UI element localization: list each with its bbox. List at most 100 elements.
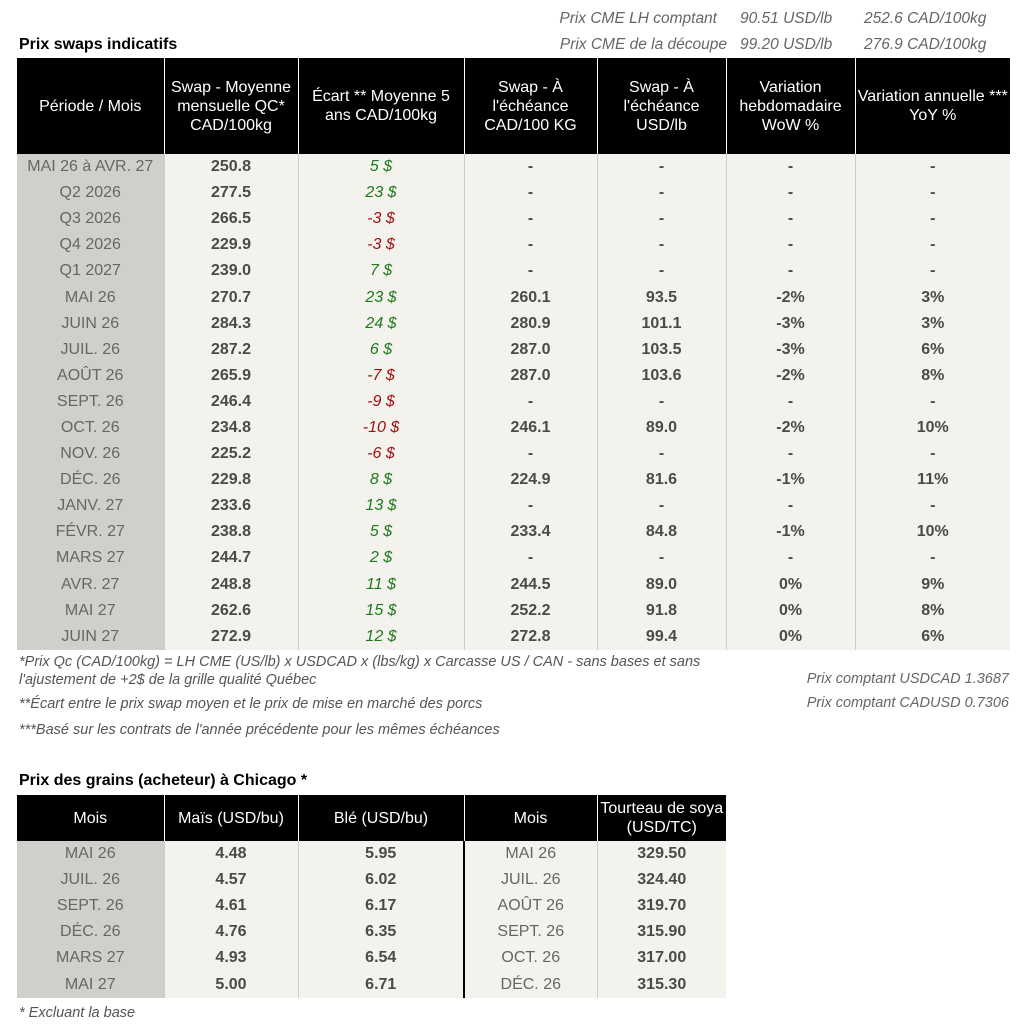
grain-mois2-cell: JUIL. 26 [463, 867, 597, 894]
grain-col-soya: Tourteau de soya (USD/TC) [596, 795, 726, 841]
swap-qc-cell: 239.0 [163, 258, 298, 285]
swap-qc-cell: 265.9 [163, 362, 298, 389]
swap-cad-cell: - [463, 493, 597, 520]
table-row: JUIL. 26 287.2 6 $287.0 103.5 -3% 6% [17, 336, 1010, 363]
wow-cell: 0% [725, 597, 855, 624]
ecart-cell: 13 $ [297, 493, 464, 520]
swap-usd-cell: 84.8 [596, 519, 726, 546]
ecart-cell: 8 $ [297, 467, 464, 494]
grain-mois2-cell: OCT. 26 [463, 945, 597, 972]
swap-cad-cell: 280.9 [463, 310, 597, 337]
swap-usd-cell: - [596, 545, 726, 572]
grain-mais-cell: 4.57 [163, 867, 298, 894]
wow-cell: - [725, 154, 855, 181]
period-cell: JUIN 26 [17, 310, 164, 337]
swap-usd-cell: - [596, 441, 726, 468]
grains-footnote: * Excluant la base [19, 1005, 136, 1021]
period-cell: JANV. 27 [17, 493, 164, 520]
note-qc-price: *Prix Qc (CAD/100kg) = LH CME (US/lb) x … [19, 654, 701, 688]
swap-usd-cell: 89.0 [596, 414, 726, 442]
yoy-cell: - [854, 180, 1010, 207]
wow-cell: - [725, 258, 855, 285]
grain-soya-cell: 324.40 [596, 867, 726, 894]
swap-cad-cell: - [463, 232, 597, 259]
ecart-cell: -3 $ [297, 232, 464, 259]
wow-cell: - [725, 441, 855, 468]
swap-usd-cell: 103.5 [596, 336, 726, 363]
period-cell: NOV. 26 [17, 441, 164, 468]
wow-cell: -1% [725, 519, 855, 546]
grain-ble-cell: 6.71 [297, 971, 464, 998]
ecart-cell: 7 $ [297, 258, 464, 285]
cadusd-rate: Prix comptant CADUSD 0.7306 [806, 695, 1009, 711]
grain-mais-cell: 4.93 [163, 945, 298, 972]
period-cell: Q2 2026 [17, 180, 164, 207]
table-row: MAI 26 4.48 5.95 MAI 26 329.50 [17, 841, 726, 868]
cme-lh-cad: 252.6 CAD/100kg [864, 10, 987, 27]
table-row: MAI 27 5.00 6.71 DÉC. 26 315.30 [17, 971, 726, 998]
table-row: JUIN 27 272.9 12 $272.8 99.4 0% 6% [17, 623, 1010, 650]
period-cell: MAI 26 [17, 284, 164, 311]
swap-qc-cell: 229.9 [163, 232, 298, 259]
table-row: MAI 26 à AVR. 27 250.8 5 $ - - - - [17, 154, 1010, 181]
ecart-cell: -6 $ [297, 441, 464, 468]
period-cell: MAI 27 [17, 597, 164, 624]
wow-cell: - [725, 180, 855, 207]
table-row: DÉC. 26 4.76 6.35 SEPT. 26 315.90 [17, 919, 726, 946]
wow-cell: 0% [725, 571, 855, 598]
ecart-cell: 6 $ [297, 336, 464, 363]
usdcad-rate: Prix comptant USDCAD 1.3687 [806, 671, 1009, 687]
table-row: MARS 27 4.93 6.54 OCT. 26 317.00 [17, 945, 726, 972]
yoy-cell: 10% [854, 414, 1010, 442]
period-cell: SEPT. 26 [17, 388, 164, 415]
swap-cad-cell: 233.4 [463, 519, 597, 546]
grain-col-mois: Mois [17, 795, 164, 841]
period-cell: DÉC. 26 [17, 467, 164, 494]
table-row: Q1 2027 239.0 7 $ - - - - [17, 258, 1010, 285]
swap-usd-cell: 93.5 [596, 284, 726, 311]
ecart-cell: 5 $ [297, 154, 464, 181]
yoy-cell: 6% [854, 623, 1010, 650]
period-cell: Q4 2026 [17, 232, 164, 259]
ecart-cell: 11 $ [297, 571, 464, 598]
table-row: Q4 2026 229.9 -3 $ - - - - [17, 232, 1010, 259]
swap-usd-cell: - [596, 232, 726, 259]
table-row: MAI 27 262.6 15 $252.2 91.8 0% 8% [17, 597, 1010, 624]
cme-cut-usd: 99.20 USD/lb [740, 36, 833, 53]
wow-cell: -2% [725, 284, 855, 311]
ecart-cell: 24 $ [297, 310, 464, 337]
yoy-cell: - [854, 545, 1010, 572]
grain-mois-cell: SEPT. 26 [17, 893, 164, 920]
table-row: JANV. 27 233.6 13 $ - - - - [17, 493, 1010, 520]
grain-mais-cell: 4.76 [163, 919, 298, 946]
swap-qc-cell: 287.2 [163, 336, 298, 363]
yoy-cell: - [854, 154, 1010, 181]
table-row: SEPT. 26 4.61 6.17 AOÛT 26 319.70 [17, 893, 726, 920]
grain-mois-cell: MARS 27 [17, 945, 164, 972]
col-header-swap-usd: Swap - À l'échéance USD/lb [596, 58, 726, 154]
ecart-cell: 5 $ [297, 519, 464, 546]
swap-usd-cell: - [596, 258, 726, 285]
yoy-cell: 8% [854, 362, 1010, 389]
grains-title: Prix des grains (acheteur) à Chicago * [19, 772, 308, 789]
swap-usd-cell: 101.1 [596, 310, 726, 337]
swap-usd-cell: 89.0 [596, 571, 726, 598]
yoy-cell: - [854, 493, 1010, 520]
cme-lh-label: Prix CME LH comptant [559, 10, 717, 27]
swap-qc-cell: 246.4 [163, 388, 298, 415]
period-cell: AVR. 27 [17, 571, 164, 598]
cme-cut-label: Prix CME de la découpe [559, 36, 727, 53]
period-cell: MAI 26 à AVR. 27 [17, 154, 164, 181]
ecart-cell: 15 $ [297, 597, 464, 624]
grain-mois2-cell: SEPT. 26 [463, 919, 597, 946]
ecart-cell: 23 $ [297, 180, 464, 207]
swap-qc-cell: 248.8 [163, 571, 298, 598]
yoy-cell: 8% [854, 597, 1010, 624]
period-cell: MARS 27 [17, 545, 164, 572]
swap-cad-cell: - [463, 180, 597, 207]
swap-qc-cell: 272.9 [163, 623, 298, 650]
yoy-cell: 6% [854, 336, 1010, 363]
wow-cell: - [725, 232, 855, 259]
grain-mois-cell: MAI 27 [17, 971, 164, 998]
ecart-cell: 2 $ [297, 545, 464, 572]
